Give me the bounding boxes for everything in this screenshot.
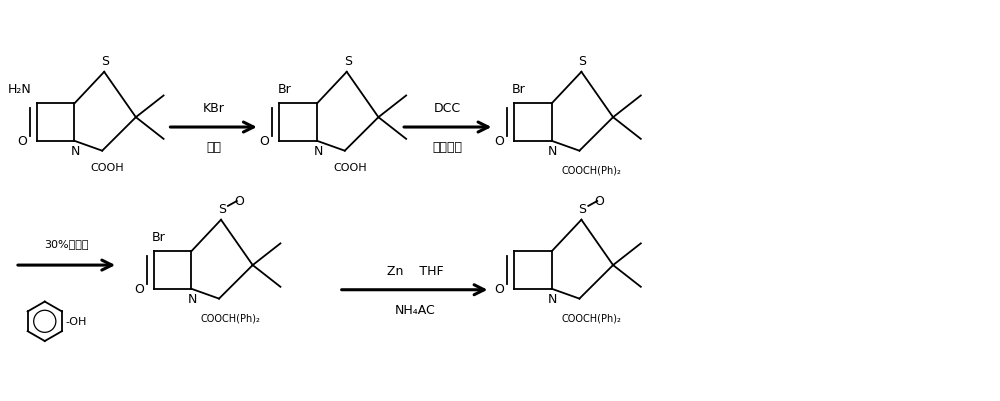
Text: COOCH(Ph)₂: COOCH(Ph)₂ [201,312,261,322]
Text: O: O [494,135,504,148]
Text: N: N [548,292,557,305]
Text: COOCH(Ph)₂: COOCH(Ph)₂ [561,165,621,175]
Text: 乙醇: 乙醇 [206,141,221,154]
Text: N: N [188,292,197,305]
Text: COOH: COOH [333,163,367,173]
Text: COOCH(Ph)₂: COOCH(Ph)₂ [561,312,621,322]
Text: O: O [260,135,270,148]
Text: -OH: -OH [66,316,87,326]
Text: H₂N: H₂N [8,83,32,96]
Text: Br: Br [152,231,165,243]
Text: DCC: DCC [434,101,461,115]
Text: O: O [17,135,27,148]
Text: S: S [344,55,352,68]
Text: O: O [494,283,504,296]
Text: S: S [218,203,226,216]
Text: Zn    THF: Zn THF [387,264,443,277]
Text: Br: Br [512,83,526,96]
Text: COOH: COOH [90,163,124,173]
Text: NH₄AC: NH₄AC [395,303,435,316]
Text: S: S [578,203,586,216]
Text: O: O [134,283,144,296]
Text: Br: Br [277,83,291,96]
Text: N: N [548,145,557,158]
Text: 二苯甲醇: 二苯甲醇 [433,141,463,154]
Text: O: O [234,195,244,208]
Text: S: S [101,55,109,68]
Text: O: O [594,195,604,208]
Text: N: N [313,145,323,158]
Text: S: S [578,55,586,68]
Text: N: N [71,145,80,158]
Text: 30%双氧水: 30%双氧水 [44,239,89,249]
Text: KBr: KBr [203,101,225,115]
